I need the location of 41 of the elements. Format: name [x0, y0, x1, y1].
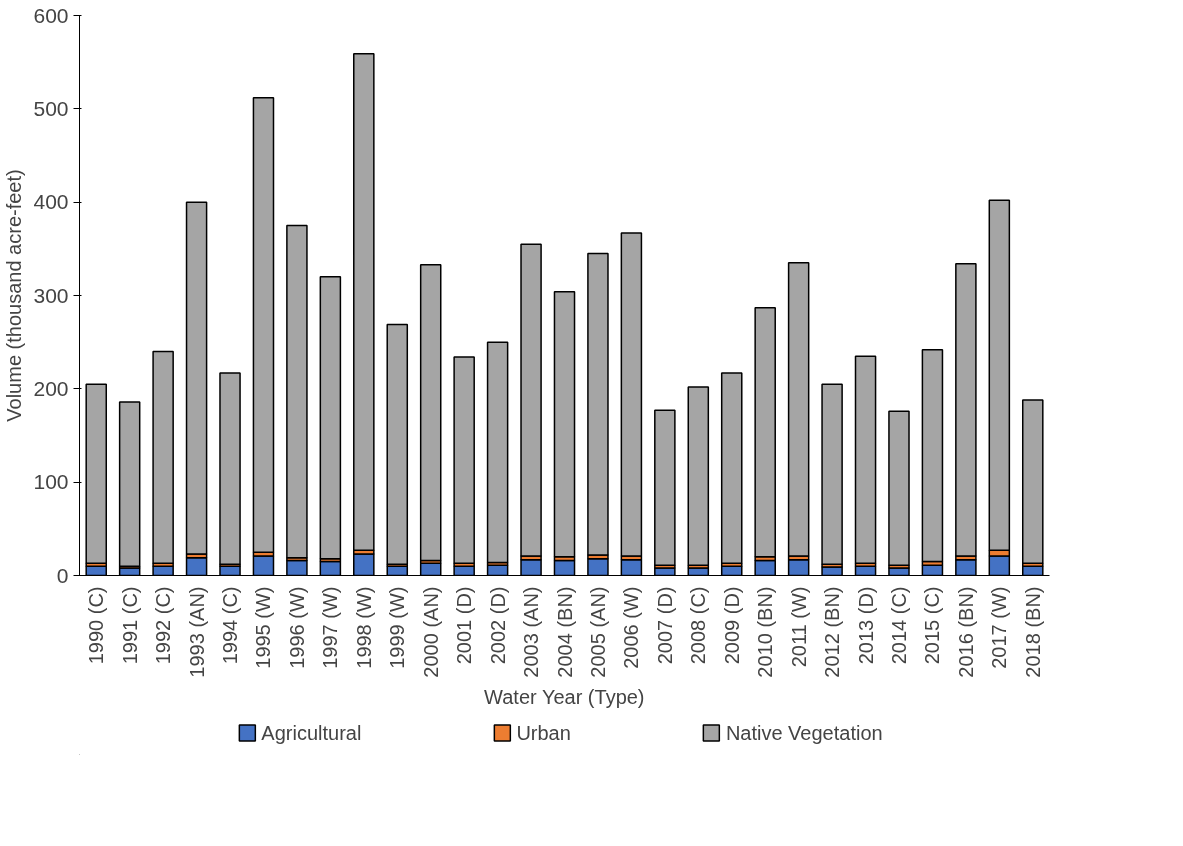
y-tick-label: 100	[33, 470, 69, 494]
x-tick-label: 1990 (C)	[85, 586, 108, 665]
x-tick-label: 1991 (C)	[118, 586, 141, 665]
y-tick-label: 0	[56, 563, 69, 587]
y-tick-label: 600	[33, 3, 69, 27]
x-tick-label: 2009 (D)	[720, 586, 743, 665]
x-tick-label: 2015 (C)	[921, 586, 944, 665]
x-tick-label: 2007 (D)	[653, 586, 676, 665]
x-tick-label: 2014 (C)	[887, 586, 910, 665]
y-tick-label: 300	[33, 283, 69, 307]
x-tick-label: 2002 (D)	[486, 586, 509, 665]
x-tick-label: 1996 (W)	[285, 586, 308, 669]
legend-label: Agricultural	[261, 721, 362, 744]
x-axis-title: Water Year (Type)	[484, 685, 645, 708]
x-tick-label: 1992 (C)	[152, 586, 175, 665]
x-tick-label: 2018 (BN)	[1021, 586, 1044, 678]
legend-label: Urban	[516, 721, 571, 744]
x-tick-label: 2012 (BN)	[821, 586, 844, 678]
x-tick-label: 2001 (D)	[453, 586, 476, 665]
x-tick-label: 2004 (BN)	[553, 586, 576, 678]
x-tick-label: 1998 (W)	[352, 586, 375, 669]
y-tick-label: 500	[33, 96, 69, 120]
legend-label: Native Vegetation	[725, 721, 883, 744]
y-tick-label: 200	[33, 376, 69, 400]
y-tick-label: 400	[33, 190, 69, 214]
x-tick-label: 2000 (AN)	[419, 586, 442, 678]
x-tick-label: 1999 (W)	[386, 586, 409, 669]
x-tick-label: 2008 (C)	[687, 586, 710, 665]
x-tick-label: 2003 (AN)	[520, 586, 543, 678]
x-tick-label: 2016 (BN)	[954, 586, 977, 678]
x-tick-label: 1995 (W)	[252, 586, 275, 669]
y-axis-title: Volume (thousand acre-feet)	[3, 169, 26, 422]
x-tick-label: 1993 (AN)	[185, 586, 208, 678]
x-tick-label: 1994 (C)	[219, 586, 242, 665]
x-tick-label: 2013 (D)	[854, 586, 877, 665]
x-tick-label: 2010 (BN)	[754, 586, 777, 678]
x-tick-label: 2005 (AN)	[586, 586, 609, 678]
x-tick-label: 2017 (W)	[988, 586, 1011, 669]
x-tick-label: 1997 (W)	[319, 586, 342, 669]
x-tick-label: 2011 (W)	[787, 586, 810, 668]
x-tick-label: 2006 (W)	[620, 586, 643, 669]
